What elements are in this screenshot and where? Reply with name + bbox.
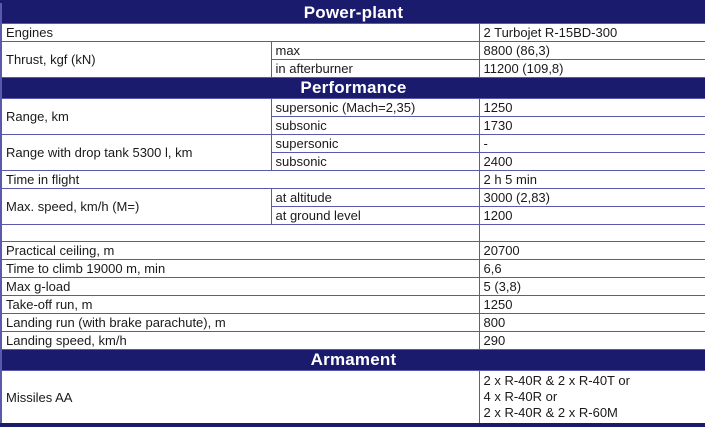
section-heading-armament: Armament (0, 349, 705, 371)
missiles-option-1: 2 x R-40R & 2 x R-40T or (483, 373, 630, 388)
row-sublabel-drop-tank-supersonic: supersonic (270, 134, 480, 153)
spacer-cell-value (478, 224, 705, 242)
row-value-max-speed-altitude: 3000 (2,83) (478, 188, 705, 207)
row-label-max-g-load: Max g-load (0, 277, 480, 296)
row-value-drop-tank-subsonic: 2400 (478, 152, 705, 171)
table-row-engines: Engines 2 Turbojet R-15BD-300 (0, 23, 705, 42)
section-header-power-plant: Power-plant (0, 1, 705, 24)
table-row-thrust-max: Thrust, kgf (kN) max 8800 (86,3) (0, 41, 705, 78)
table-row-range-supersonic: Range, km supersonic (Mach=2,35) 1250 (0, 98, 705, 135)
row-label-missiles: Missiles AA (0, 370, 480, 426)
row-label-thrust: Thrust, kgf (kN) (0, 41, 272, 78)
spacer-cell-label (0, 224, 480, 242)
row-sublabel-drop-tank-subsonic: subsonic (270, 152, 480, 171)
table-row-time-in-flight: Time in flight 2 h 5 min (0, 170, 705, 189)
table-row-range-subsonic: subsonic 1730 (1, 116, 705, 135)
table-row-missiles: Missiles AA 2 x R-40R & 2 x R-40T or 4 x… (0, 370, 705, 426)
missiles-option-2: 4 x R-40R or (483, 389, 558, 404)
table-row-landing-run: Landing run (with brake parachute), m 80… (0, 313, 705, 332)
table-row-max-speed-ground: at ground level 1200 (1, 206, 705, 225)
row-value-thrust-max: 8800 (86,3) (478, 41, 705, 60)
row-value-thrust-afterburner: 11200 (109,8) (478, 59, 705, 78)
spacer-row (0, 224, 705, 242)
row-value-time-in-flight: 2 h 5 min (478, 170, 705, 189)
row-label-engines: Engines (0, 23, 480, 42)
section-header-armament: Armament (0, 349, 705, 371)
row-label-max-speed: Max. speed, km/h (M=) (0, 188, 272, 225)
row-value-engines: 2 Turbojet R-15BD-300 (478, 23, 705, 42)
row-label-range: Range, km (0, 98, 272, 135)
row-sublabel-thrust-afterburner: in afterburner (270, 59, 480, 78)
section-header-performance: Performance (0, 77, 705, 99)
row-value-time-to-climb: 6,6 (478, 259, 705, 278)
row-value-max-speed-ground: 1200 (478, 206, 705, 225)
row-label-time-in-flight: Time in flight (0, 170, 480, 189)
row-label-time-to-climb: Time to climb 19000 m, min (0, 259, 480, 278)
table-row-max-g-load: Max g-load 5 (3,8) (0, 277, 705, 296)
row-label-range-drop-tank: Range with drop tank 5300 l, km (0, 134, 272, 171)
row-sublabel-max-speed-ground: at ground level (270, 206, 480, 225)
missiles-option-3: 2 x R-40R & 2 x R-60M (483, 405, 618, 420)
table-row-range-drop-tank-subsonic: subsonic 2400 (1, 152, 705, 171)
table-row-max-speed-altitude: Max. speed, km/h (M=) at altitude 3000 (… (0, 188, 705, 225)
row-value-range-subsonic: 1730 (478, 116, 705, 135)
table-row-landing-speed: Landing speed, km/h 290 (0, 331, 705, 350)
table-row-time-to-climb: Time to climb 19000 m, min 6,6 (0, 259, 705, 278)
row-value-takeoff-run: 1250 (478, 295, 705, 314)
row-value-max-g-load: 5 (3,8) (478, 277, 705, 296)
row-label-takeoff-run: Take-off run, m (0, 295, 480, 314)
row-sublabel-range-supersonic: supersonic (Mach=2,35) (270, 98, 480, 117)
row-sublabel-thrust-max: max (270, 41, 480, 60)
table-row-thrust-afterburner: in afterburner 11200 (109,8) (1, 59, 705, 78)
row-value-range-supersonic: 1250 (478, 98, 705, 117)
table-row-range-drop-tank-supersonic: Range with drop tank 5300 l, km superson… (0, 134, 705, 171)
row-value-missiles: 2 x R-40R & 2 x R-40T or 4 x R-40R or 2 … (478, 370, 705, 426)
row-label-practical-ceiling: Practical ceiling, m (0, 241, 480, 260)
table-row-practical-ceiling: Practical ceiling, m 20700 (0, 241, 705, 260)
row-value-landing-run: 800 (478, 313, 705, 332)
row-sublabel-max-speed-altitude: at altitude (270, 188, 480, 207)
row-value-landing-speed: 290 (478, 331, 705, 350)
row-value-practical-ceiling: 20700 (478, 241, 705, 260)
section-heading-performance: Performance (0, 77, 705, 99)
table-row-takeoff-run: Take-off run, m 1250 (0, 295, 705, 314)
row-sublabel-range-subsonic: subsonic (270, 116, 480, 135)
row-label-landing-run: Landing run (with brake parachute), m (0, 313, 480, 332)
section-heading-power-plant: Power-plant (0, 1, 705, 24)
row-value-drop-tank-supersonic: - (478, 134, 705, 153)
row-label-landing-speed: Landing speed, km/h (0, 331, 480, 350)
